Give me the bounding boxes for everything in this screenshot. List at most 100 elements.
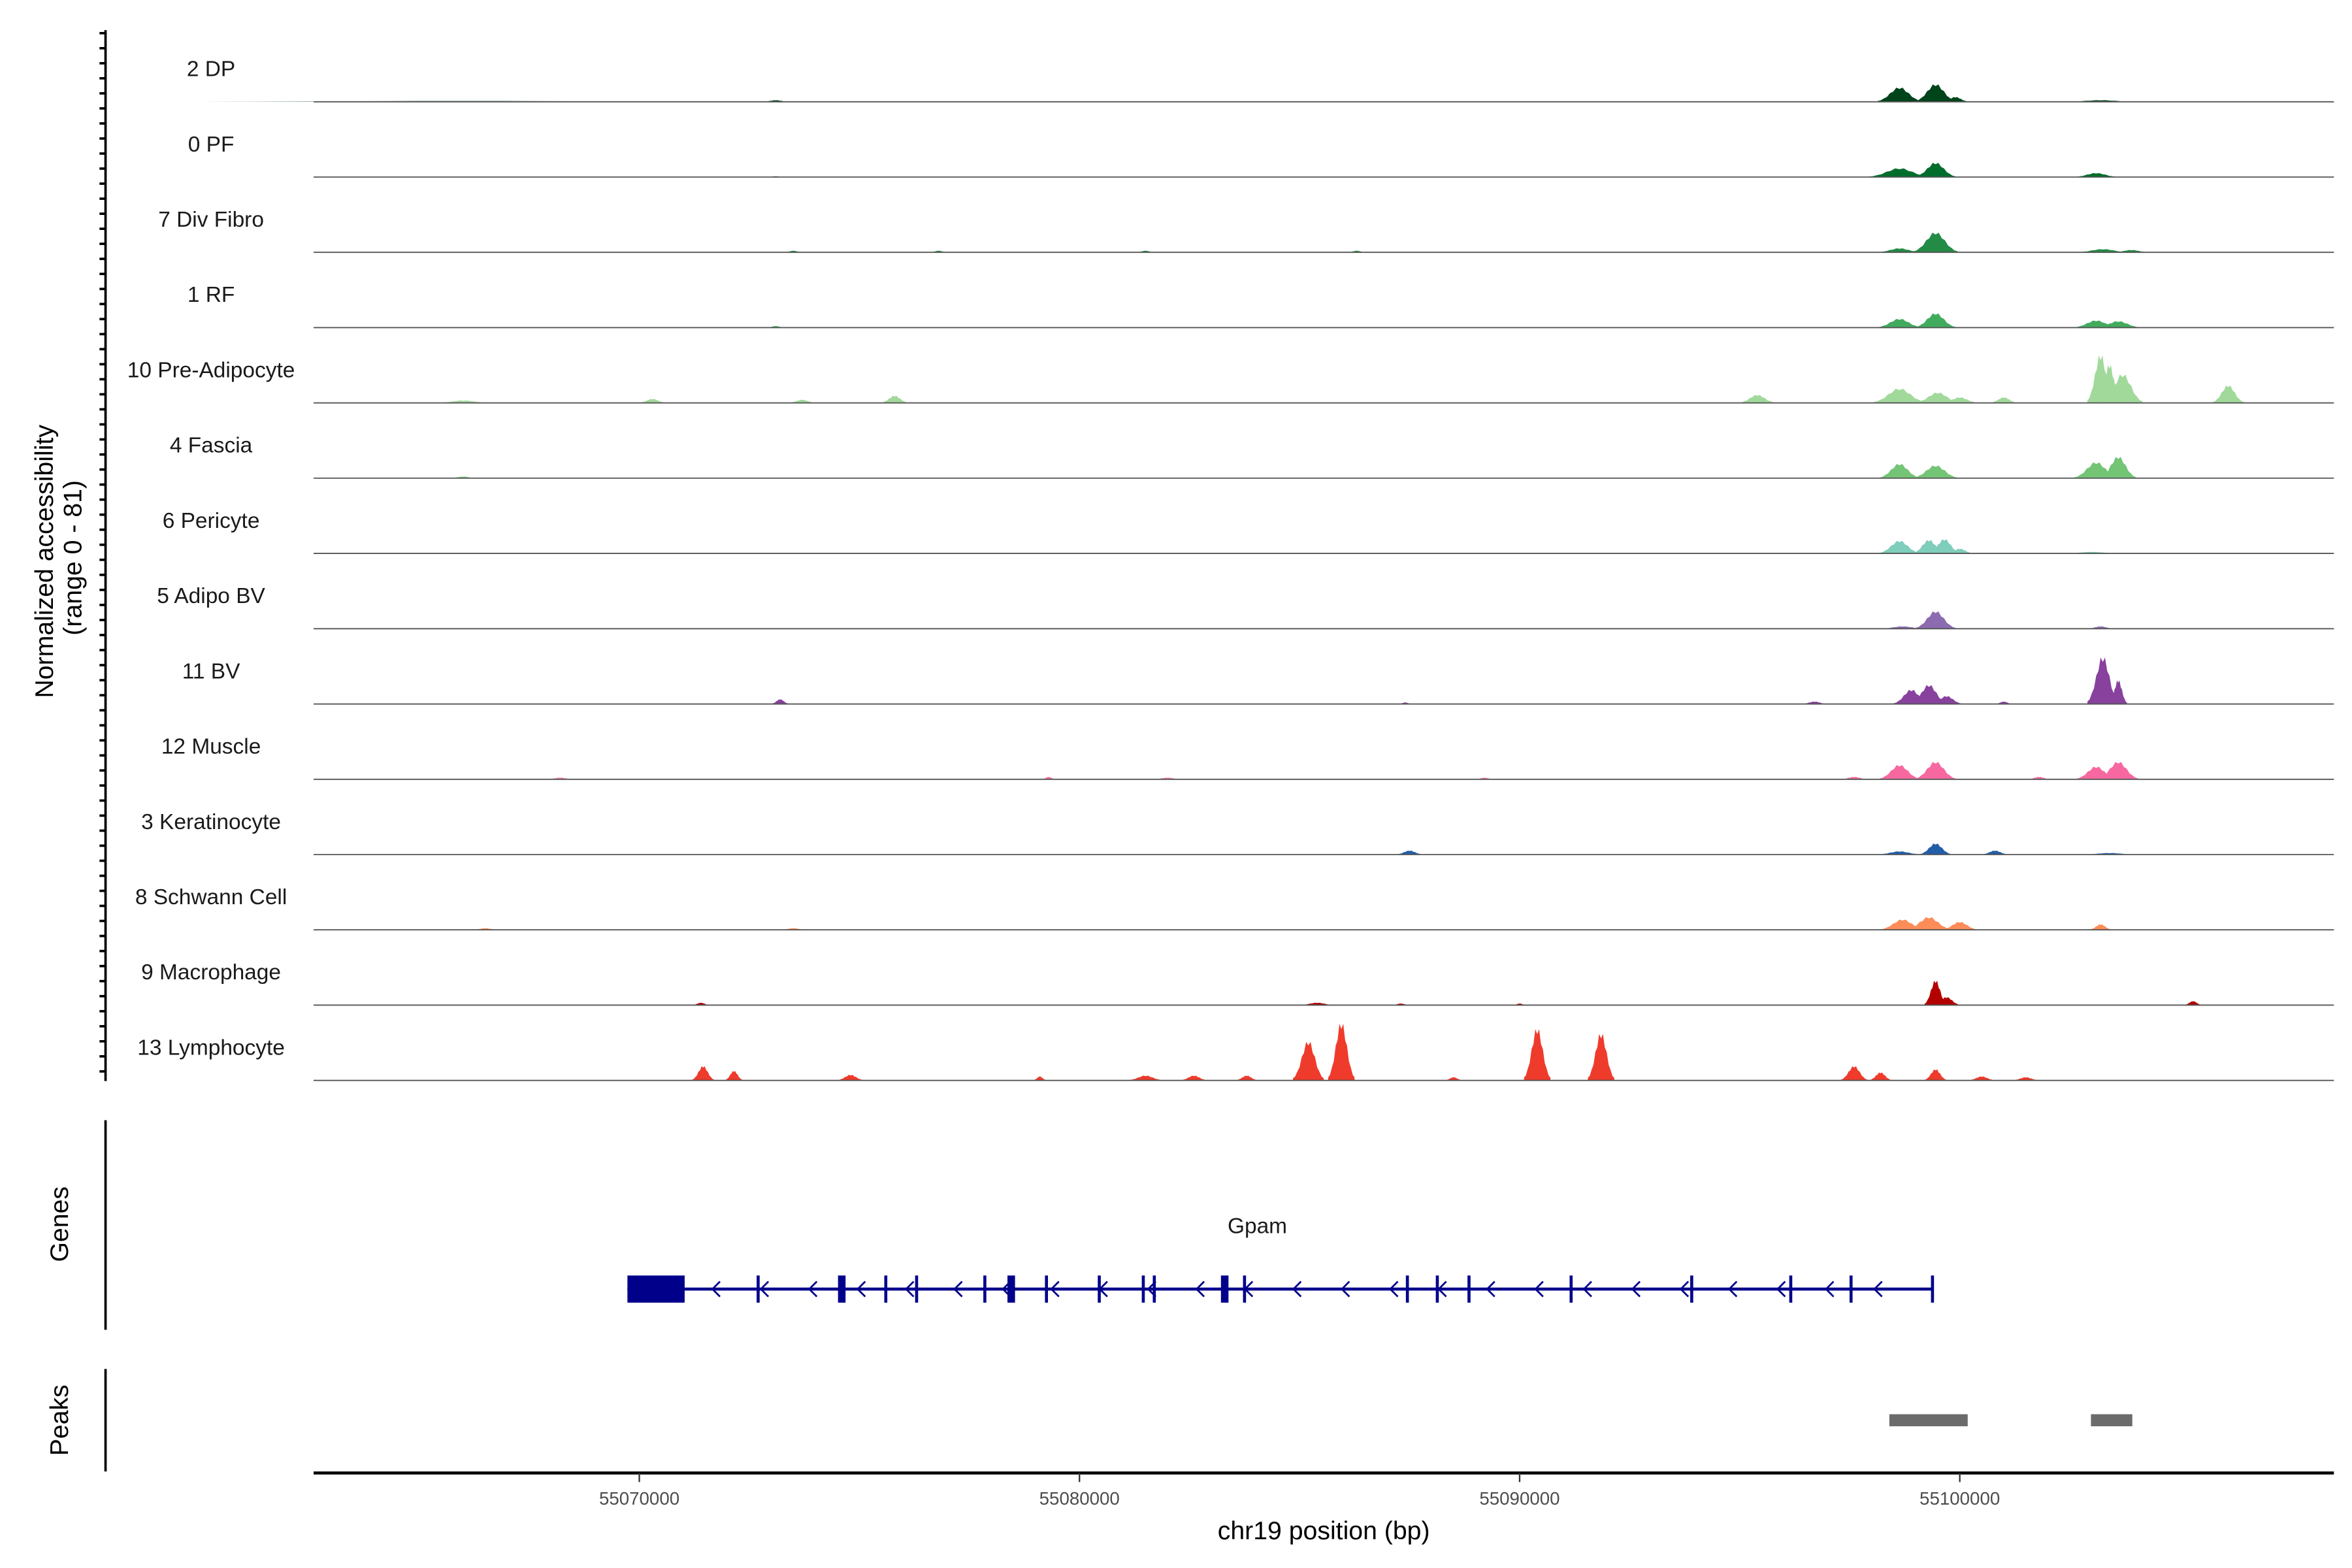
coverage-peak <box>1924 1069 1947 1081</box>
genes-axis-title: Genes <box>45 1186 74 1262</box>
coverage-y-ticks <box>99 31 106 1073</box>
gene-exon <box>915 1275 919 1303</box>
coverage-peak <box>1235 1075 1258 1081</box>
coverage-peak <box>1445 1077 1463 1081</box>
coverage-peak <box>1931 696 1963 704</box>
coverage-peak <box>1739 395 1775 403</box>
strand-arrow-icon <box>1243 1281 1254 1298</box>
gene-exon <box>1789 1275 1793 1303</box>
x-tick-label: 55070000 <box>599 1488 679 1509</box>
coverage-peak <box>1916 762 1955 779</box>
strand-arrow-icon <box>1727 1281 1738 1298</box>
x-tick-label: 55080000 <box>1039 1488 1120 1509</box>
coverage-peak <box>2100 457 2136 478</box>
coverage-peak <box>1933 997 1960 1005</box>
y-axis-title: Normalized accessibility (range 0 - 81) <box>30 417 88 698</box>
coverage-peak <box>1982 850 2008 855</box>
track-label: 1 RF <box>188 283 235 307</box>
gene-exon <box>983 1275 987 1303</box>
coverage-peak <box>2213 385 2244 403</box>
track-label: 13 Lymphocyte <box>137 1036 285 1060</box>
gene-exon <box>1467 1275 1471 1303</box>
strand-arrow-icon <box>953 1281 963 1298</box>
gene-exon <box>1569 1275 1573 1303</box>
gene-exon <box>1141 1275 1145 1303</box>
coverage-peak <box>1916 611 1955 629</box>
track-label: 6 Pericyte <box>163 509 260 533</box>
track-label: 5 Adipo BV <box>157 584 265 608</box>
strand-arrow-icon <box>856 1281 866 1298</box>
track-label: 11 BV <box>182 659 240 683</box>
coverage-peak <box>2087 657 2119 704</box>
coverage-peak <box>1396 850 1423 855</box>
gene-exon <box>757 1275 760 1303</box>
track-label: 7 Div Fibro <box>158 208 264 232</box>
track-label: 10 Pre-Adipocyte <box>127 358 295 382</box>
coverage-peak <box>1913 465 1958 478</box>
coverage-peak <box>1872 388 1926 403</box>
coverage-peak <box>1942 97 1969 102</box>
coverage-peak <box>639 399 666 403</box>
track-9-macrophage: 9 Macrophage <box>141 960 2334 1006</box>
coverage-peak <box>1877 851 1922 855</box>
track-4-fascia: 4 Fascia <box>170 434 2334 479</box>
coverage-peak <box>1990 397 2017 403</box>
coverage-peak <box>692 1066 715 1081</box>
gene-exon <box>1405 1275 1409 1303</box>
track-label: 8 Schwann Cell <box>135 885 287 909</box>
track-2-dp: 2 DP <box>187 57 2334 103</box>
strand-arrow-icon <box>1050 1281 1060 1298</box>
gene-exon <box>1849 1275 1853 1303</box>
coverage-peak <box>1916 392 1960 403</box>
coverage-peak <box>2098 762 2138 779</box>
gene-label: Gpam <box>1228 1215 1287 1239</box>
strand-arrow-icon <box>1825 1281 1835 1298</box>
genes-panel: Gpam <box>627 1215 1935 1303</box>
coverage-peak <box>1942 922 1978 930</box>
peaks-axis-title: Peaks <box>45 1384 74 1456</box>
coverage-peak <box>1920 843 1952 855</box>
coverage-peak <box>1877 319 1922 328</box>
coverage-peak <box>1880 464 1919 478</box>
coverage-peak <box>771 699 789 704</box>
coverage-peak <box>1880 540 1919 554</box>
track-label: 2 DP <box>187 57 235 82</box>
coverage-peak <box>2074 172 2119 177</box>
x-axis-ticks: 55070000 55080000 55090000 55100000 <box>599 1473 2000 1509</box>
track-3-keratinocyte: 3 Keratinocyte <box>141 810 2334 855</box>
strand-arrow-icon <box>1534 1281 1544 1298</box>
coverage-peak <box>2102 374 2143 403</box>
gene-exon <box>1152 1275 1156 1303</box>
coverage-peak <box>1946 548 1973 554</box>
track-6-pericyte: 6 Pericyte <box>163 509 2334 555</box>
x-axis-title: chr19 position (bp) <box>1218 1516 1430 1545</box>
strand-arrow-icon <box>711 1281 721 1298</box>
track-label: 0 PF <box>188 133 235 157</box>
coverage-peak <box>2184 1001 2202 1005</box>
peaks-panel <box>1889 1414 2132 1427</box>
strand-arrow-icon <box>1340 1281 1350 1298</box>
strand-arrow-icon <box>1776 1281 1786 1298</box>
track-8-schwann-cell: 8 Schwann Cell <box>135 885 2334 931</box>
coverage-peak <box>1840 1066 1868 1081</box>
coverage-peak <box>2076 249 2130 253</box>
coverage-peak <box>1181 1075 1207 1081</box>
track-5-adipo-bv: 5 Adipo BV <box>157 584 2334 630</box>
strand-arrow-icon <box>1195 1281 1205 1298</box>
coverage-peak <box>1911 685 1947 704</box>
strand-arrow-icon <box>1292 1281 1302 1298</box>
coverage-peak <box>1906 917 1952 930</box>
strand-arrow-icon <box>1631 1281 1641 1298</box>
coverage-peak <box>1916 313 1955 328</box>
gene-exon <box>1435 1275 1439 1303</box>
coverage-peak <box>1292 1041 1324 1081</box>
track-label: 9 Macrophage <box>141 960 281 985</box>
strand-arrow-icon <box>1002 1281 1011 1298</box>
track-13-lymphocyte: 13 Lymphocyte <box>137 1023 2334 1081</box>
track-label: 4 Fascia <box>170 434 253 458</box>
peak-region <box>2091 1414 2132 1427</box>
coverage-peak <box>725 1071 743 1081</box>
gene-exon <box>1690 1275 1693 1303</box>
strand-arrow-icon <box>1873 1281 1883 1298</box>
